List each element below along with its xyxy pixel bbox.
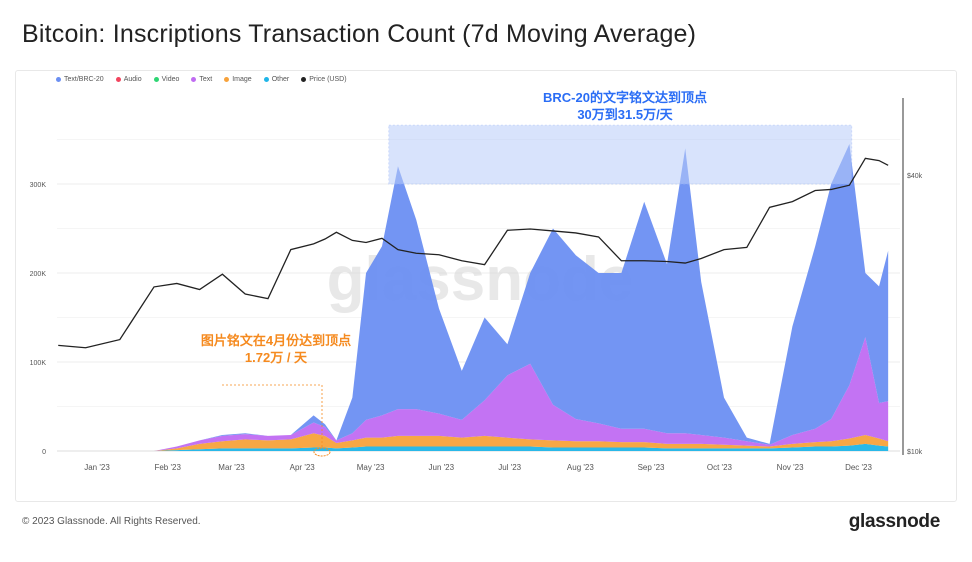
legend-label: Video — [161, 76, 180, 83]
image-annotation-text: 1.72万 / 天 — [245, 350, 308, 365]
image-peak-marker — [313, 447, 331, 457]
left-tick-label: 100K — [30, 360, 47, 367]
legend-dot-icon — [115, 76, 121, 82]
legend-label: Price (USD) — [309, 76, 347, 83]
legend-dot-icon — [191, 76, 197, 82]
x-tick-label: Jul '23 — [498, 463, 521, 472]
legend-dot-icon — [301, 76, 307, 82]
x-tick-label: Dec '23 — [845, 463, 872, 472]
legend-item[interactable]: Text/BRC-20 — [56, 76, 104, 83]
right-tick-label: $10k — [907, 449, 923, 456]
brc20-annotation-text: BRC-20的文字铭文达到顶点 — [543, 90, 707, 105]
x-tick-label: Sep '23 — [638, 463, 665, 472]
area-image — [58, 433, 889, 451]
area-other — [58, 443, 889, 451]
legend-item[interactable]: Price (USD) — [301, 76, 347, 83]
legend-item[interactable]: Other — [263, 76, 290, 83]
x-tick-label: Apr '23 — [290, 463, 316, 472]
brc20-peak-band — [388, 124, 853, 185]
left-tick-label: 0 — [42, 449, 46, 456]
legend-item[interactable]: Text — [191, 76, 212, 83]
x-tick-label: Mar '23 — [218, 463, 245, 472]
left-tick-label: 300K — [30, 182, 47, 189]
area-text — [58, 337, 889, 451]
x-tick-label: Oct '23 — [707, 463, 733, 472]
legend-label: Other — [271, 76, 290, 83]
legend-label: Audio — [123, 76, 142, 83]
x-tick-label: Jun '23 — [429, 463, 455, 472]
x-tick-label: Jan '23 — [84, 463, 110, 472]
glassnode-logo: glassnode — [848, 511, 941, 532]
x-tick-label: Nov '23 — [777, 463, 804, 472]
legend-dot-icon — [263, 76, 269, 82]
copyright: © 2023 Glassnode. All Rights Reserved. — [22, 516, 201, 527]
image-annotation-text: 图片铭文在4月份达到顶点 — [201, 333, 351, 348]
brc20-annotation-text: 30万到31.5万/天 — [577, 107, 673, 122]
legend-label: Text/BRC-20 — [64, 76, 104, 83]
area-text-brc-20 — [58, 143, 889, 451]
legend-dot-icon — [153, 76, 159, 82]
legend-label: Text — [199, 76, 213, 83]
x-tick-label: May '23 — [357, 463, 385, 472]
legend-item[interactable]: Image — [224, 76, 252, 83]
legend-item[interactable]: Audio — [115, 76, 142, 83]
x-tick-label: Aug '23 — [567, 463, 594, 472]
legend-label: Image — [232, 76, 252, 83]
page-title: Bitcoin: Inscriptions Transaction Count … — [22, 20, 697, 48]
legend-dot-icon — [56, 76, 61, 82]
image-annotation-leader — [222, 384, 323, 448]
legend-dot-icon — [224, 76, 230, 82]
legend-item[interactable]: Video — [153, 76, 180, 83]
price-line — [58, 157, 889, 349]
chart-legend: Text/BRC-20 Audio Video Text Image Other Price… — [56, 76, 347, 83]
x-tick-label: Feb '23 — [154, 463, 181, 472]
right-tick-label: $40k — [907, 173, 923, 180]
left-tick-label: 200K — [30, 271, 47, 278]
